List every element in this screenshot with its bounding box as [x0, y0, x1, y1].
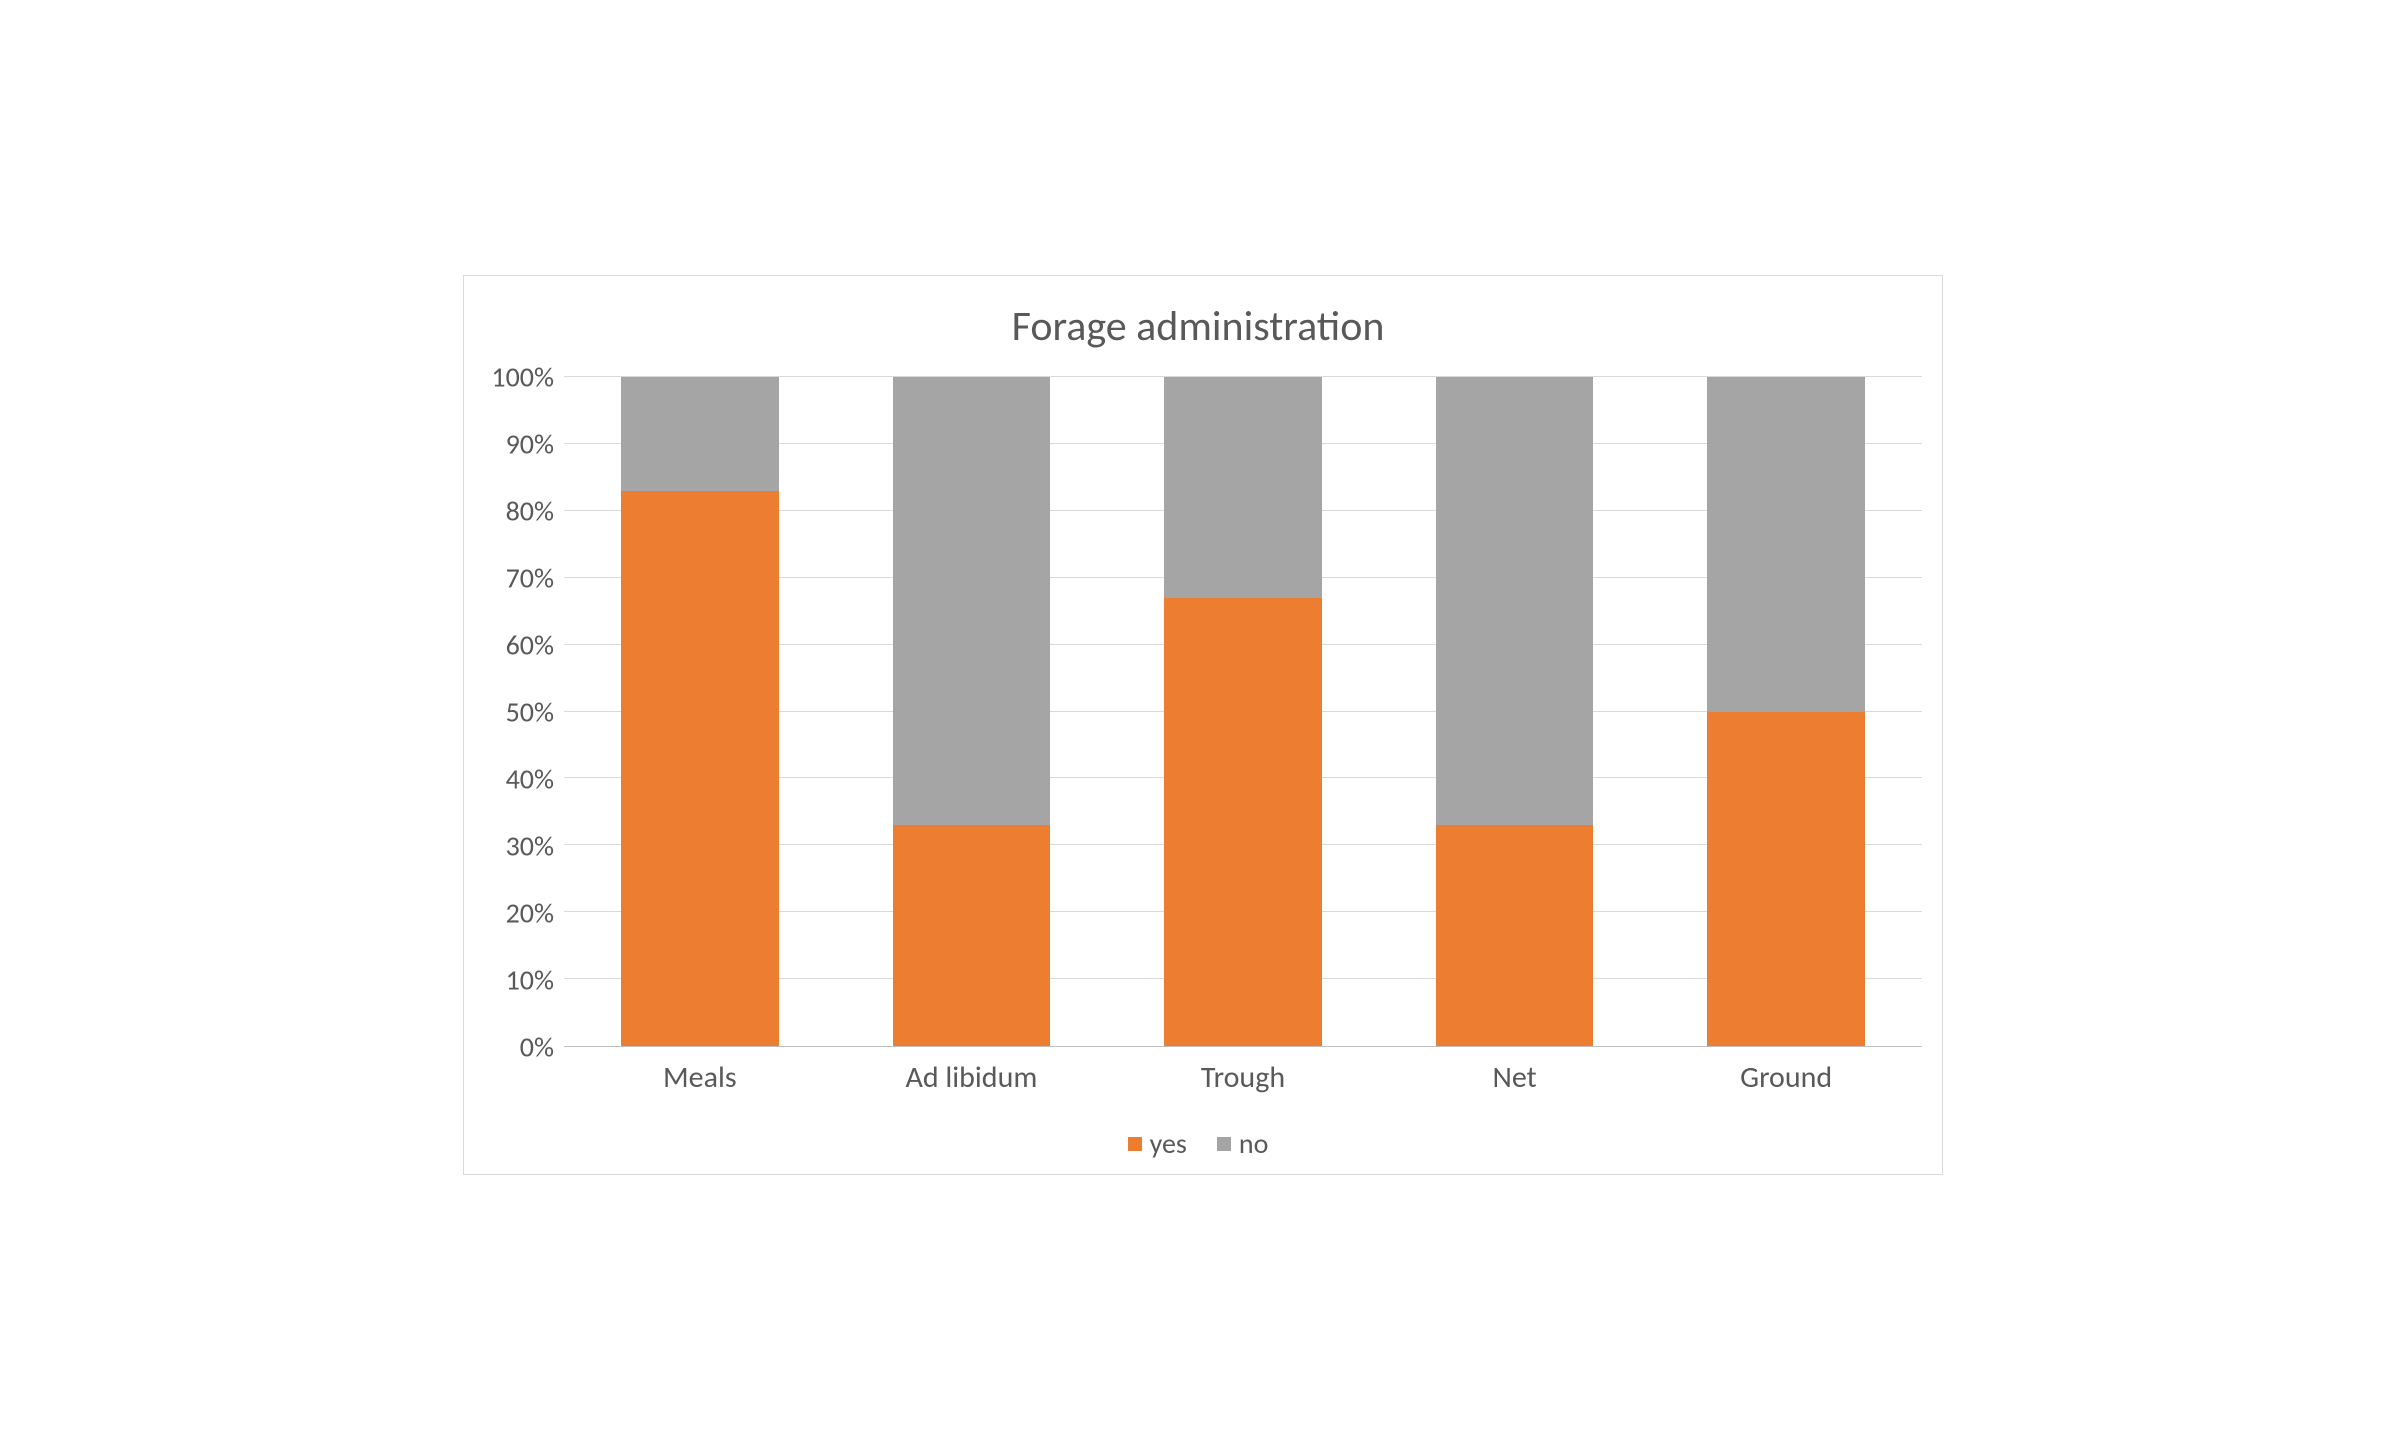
stacked-bar — [1707, 377, 1865, 1046]
legend-item-yes: yes — [1128, 1126, 1187, 1161]
y-tick-label: 0% — [520, 1030, 554, 1065]
bar-segment-yes — [1164, 598, 1322, 1046]
bar-slot — [1650, 377, 1922, 1046]
bar-segment-yes — [893, 825, 1051, 1046]
bar-slot — [836, 377, 1108, 1046]
y-tick-label: 20% — [506, 896, 554, 931]
y-tick-label: 30% — [506, 829, 554, 864]
y-tick-label: 10% — [506, 963, 554, 998]
y-tick-label: 60% — [506, 628, 554, 663]
stacked-bar — [1164, 377, 1322, 1046]
legend-label-no: no — [1239, 1126, 1268, 1161]
bars-layer — [564, 377, 1922, 1046]
x-axis: MealsAd libidumTroughNetGround — [564, 1047, 1922, 1096]
bar-segment-no — [1707, 377, 1865, 712]
y-tick-label: 90% — [506, 427, 554, 462]
stacked-bar — [893, 377, 1051, 1046]
stacked-bar — [1436, 377, 1594, 1046]
bar-segment-no — [893, 377, 1051, 825]
bar-segment-no — [1164, 377, 1322, 598]
x-tick-label: Net — [1379, 1047, 1651, 1096]
x-tick-label: Ad libidum — [836, 1047, 1108, 1096]
y-tick-label: 40% — [506, 762, 554, 797]
y-axis: 0%10%20%30%40%50%60%70%80%90%100% — [474, 377, 564, 1047]
plot-area — [564, 377, 1922, 1047]
bar-segment-yes — [621, 491, 779, 1046]
bar-slot — [564, 377, 836, 1046]
plot-wrapper: 0%10%20%30%40%50%60%70%80%90%100% — [474, 377, 1922, 1047]
bar-slot — [1107, 377, 1379, 1046]
bar-segment-yes — [1436, 825, 1594, 1046]
x-tick-label: Ground — [1650, 1047, 1922, 1096]
y-tick-label: 70% — [506, 561, 554, 596]
legend-label-yes: yes — [1150, 1126, 1187, 1161]
bar-segment-yes — [1707, 712, 1865, 1047]
x-tick-label: Meals — [564, 1047, 836, 1096]
bar-slot — [1379, 377, 1651, 1046]
chart-container: Forage administration 0% 10% 20% 30% 40% 50% 6… — [463, 275, 1943, 1175]
legend: yes no — [474, 1096, 1922, 1161]
x-tick-label: Trough — [1107, 1047, 1379, 1096]
stacked-bar — [621, 377, 779, 1046]
chart-title: Forage administration — [474, 286, 1922, 377]
legend-swatch-yes — [1128, 1137, 1142, 1151]
y-tick-label: 100% — [491, 360, 554, 395]
bar-segment-no — [621, 377, 779, 491]
legend-swatch-no — [1217, 1137, 1231, 1151]
y-tick-label: 50% — [506, 695, 554, 730]
y-tick-label: 80% — [506, 494, 554, 529]
bar-segment-no — [1436, 377, 1594, 825]
legend-item-no: no — [1217, 1126, 1268, 1161]
